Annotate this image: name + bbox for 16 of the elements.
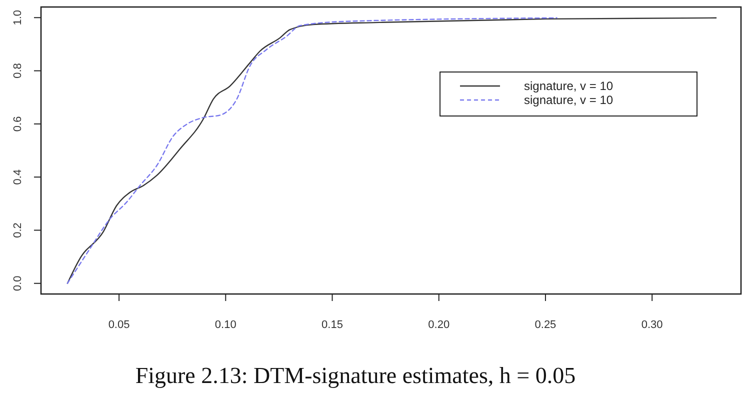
- legend-label: signature, v = 10: [524, 93, 614, 108]
- x-tick-label: 0.20: [428, 319, 450, 331]
- caption: Figure 2.13: DTM-signature estimates, h = 0.05: [135, 363, 576, 388]
- x-tick-label: 0.30: [641, 319, 663, 331]
- x-tick-label: 0.15: [322, 319, 343, 331]
- y-tick-label: 0.4: [12, 169, 24, 185]
- x-tick-label: 0.05: [108, 319, 130, 331]
- y-tick-label: 1.0: [12, 10, 24, 26]
- x-tick-label: 0.10: [214, 319, 236, 331]
- legend-label: signature, v = 10: [524, 79, 614, 94]
- x-tick-label: 0.25: [534, 319, 556, 331]
- y-tick-label: 0.8: [12, 63, 24, 78]
- y-tick-label: 0.6: [12, 116, 24, 132]
- line-series: [66, 17, 717, 284]
- y-tick-label: 0.0: [12, 276, 24, 292]
- y-tick-label: 0.2: [12, 222, 24, 238]
